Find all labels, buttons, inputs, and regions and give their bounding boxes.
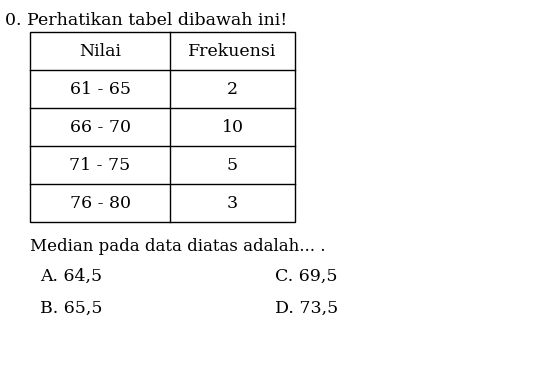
Text: 71 - 75: 71 - 75 [70, 157, 131, 174]
Text: A. 64,5: A. 64,5 [40, 268, 102, 285]
Text: C. 69,5: C. 69,5 [275, 268, 337, 285]
Text: 76 - 80: 76 - 80 [70, 195, 131, 212]
Text: 2: 2 [227, 81, 238, 98]
Text: 10: 10 [221, 119, 244, 136]
Text: 61 - 65: 61 - 65 [70, 81, 131, 98]
Bar [30, 32, 295, 222]
Text: D. 73,5: D. 73,5 [275, 300, 338, 317]
Text: 5: 5 [227, 157, 238, 174]
Text: 66 - 70: 66 - 70 [70, 119, 131, 136]
Text: Median pada data diatas adalah... .: Median pada data diatas adalah... . [30, 238, 325, 255]
Text: Nilai: Nilai [79, 43, 121, 60]
Text: B. 65,5: B. 65,5 [40, 300, 102, 317]
Text: Frekuensi: Frekuensi [188, 43, 277, 60]
Text: 0. Perhatikan tabel dibawah ini!: 0. Perhatikan tabel dibawah ini! [5, 12, 287, 29]
Text: 3: 3 [227, 195, 238, 212]
